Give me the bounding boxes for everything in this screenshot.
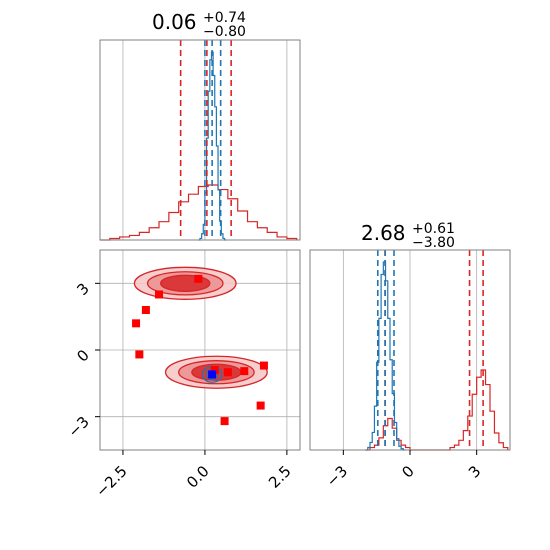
title-y-minus: −3.80 (412, 235, 455, 251)
red-sample-marker (240, 367, 249, 376)
red-sample-marker (141, 306, 150, 314)
y-tick-label-joint: 3 (73, 279, 92, 298)
blue-sample-marker (208, 370, 217, 379)
title-x-minus: −0.80 (203, 24, 246, 40)
y-tick-label-joint: 0 (73, 346, 92, 365)
x-tick-label-y-histogram: 0 (398, 462, 417, 481)
red-histogram-x (100, 184, 298, 241)
red-sample-marker (155, 290, 164, 299)
marginal-histogram-x (99, 39, 301, 241)
title-y-plus: +0.61 (412, 221, 455, 237)
title-x-value: 0.06 (152, 10, 197, 34)
joint-contour-panel: −2.5 0.0 2.5 3 0 −3 (64, 249, 301, 501)
title-y-value: 2.68 (361, 221, 406, 245)
x-tick-label-joint: −2.5 (92, 462, 130, 500)
red-histogram-y (365, 369, 509, 451)
marginal-histogram-y: −3 0 3 (309, 249, 511, 490)
x-tick-label-joint: 2.5 (265, 462, 295, 492)
red-sample-marker (194, 274, 203, 283)
title-x-plus: +0.74 (203, 10, 246, 26)
red-contour-level (160, 274, 211, 292)
red-sample-marker (210, 366, 219, 374)
red-sample-marker (220, 417, 229, 426)
red-sample-marker (132, 319, 141, 328)
red-sample-marker (259, 361, 268, 370)
x-tick-label-y-histogram: −3 (323, 462, 351, 490)
histogram-x-frame (99, 39, 301, 241)
red-sample-marker (223, 368, 232, 377)
x-tick-label-y-histogram: 3 (465, 462, 484, 481)
y-tick-label-joint: −3 (64, 413, 92, 441)
x-tick-label-joint: 0.0 (183, 462, 213, 492)
red-sample-marker (135, 350, 144, 359)
red-sample-marker (256, 401, 265, 410)
